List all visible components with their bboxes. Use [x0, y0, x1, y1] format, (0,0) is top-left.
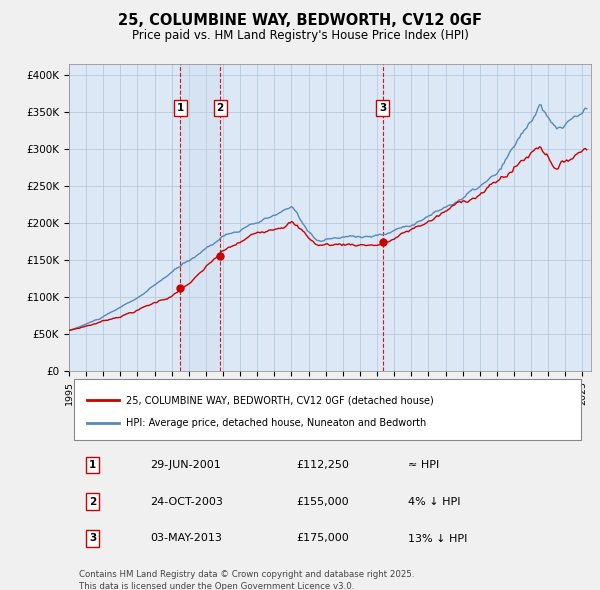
Text: ≈ HPI: ≈ HPI [409, 460, 440, 470]
Text: 1: 1 [89, 460, 96, 470]
Text: £175,000: £175,000 [296, 533, 349, 543]
Text: 24-OCT-2003: 24-OCT-2003 [150, 497, 223, 507]
Text: Price paid vs. HM Land Registry's House Price Index (HPI): Price paid vs. HM Land Registry's House … [131, 29, 469, 42]
Bar [180, 64, 220, 371]
Text: £155,000: £155,000 [296, 497, 349, 507]
Text: 2: 2 [217, 103, 224, 113]
Text: 2: 2 [89, 497, 96, 507]
Text: HPI: Average price, detached house, Nuneaton and Bedworth: HPI: Average price, detached house, Nune… [127, 418, 427, 428]
Text: 3: 3 [379, 103, 386, 113]
Text: 29-JUN-2001: 29-JUN-2001 [150, 460, 221, 470]
Text: 4% ↓ HPI: 4% ↓ HPI [409, 497, 461, 507]
Text: Contains HM Land Registry data © Crown copyright and database right 2025.
This d: Contains HM Land Registry data © Crown c… [79, 570, 415, 590]
Text: £112,250: £112,250 [296, 460, 349, 470]
FancyBboxPatch shape [74, 379, 581, 440]
Text: 25, COLUMBINE WAY, BEDWORTH, CV12 0GF (detached house): 25, COLUMBINE WAY, BEDWORTH, CV12 0GF (d… [127, 395, 434, 405]
Text: 3: 3 [89, 533, 96, 543]
Text: 13% ↓ HPI: 13% ↓ HPI [409, 533, 467, 543]
Text: 03-MAY-2013: 03-MAY-2013 [150, 533, 222, 543]
Text: 25, COLUMBINE WAY, BEDWORTH, CV12 0GF: 25, COLUMBINE WAY, BEDWORTH, CV12 0GF [118, 13, 482, 28]
Text: 1: 1 [176, 103, 184, 113]
